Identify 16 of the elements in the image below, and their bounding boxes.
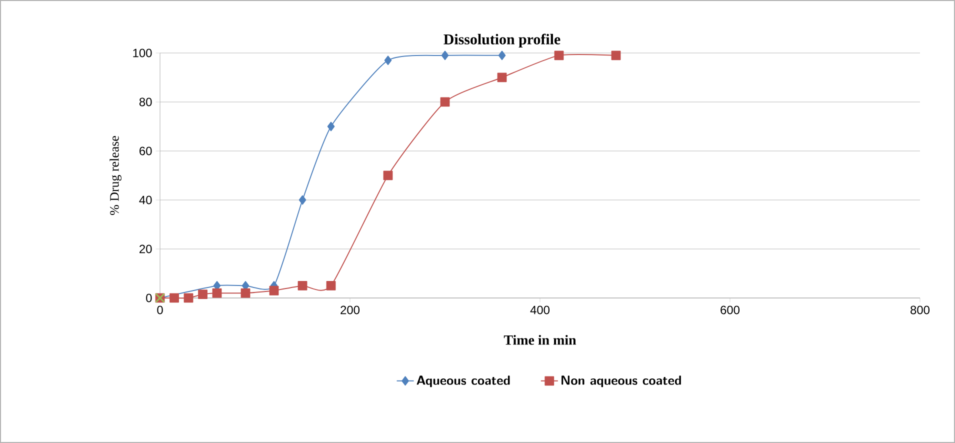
y-tick-label: 60 <box>140 146 152 156</box>
y-tick-label: 40 <box>139 196 152 204</box>
y-tick-label: 100 <box>133 48 152 58</box>
x-tick-label: 600 <box>720 306 740 314</box>
y-axis-title: % Drug release <box>110 136 122 215</box>
x-tick-label: 0 <box>157 306 163 314</box>
legend-label: Aqueous coated <box>416 376 510 388</box>
y-tick-label: 20 <box>140 244 152 254</box>
y-tick-label: 80 <box>139 98 152 106</box>
x-tick-label: 400 <box>530 306 550 314</box>
x-tick-label: 800 <box>910 306 930 314</box>
x-tick-label: 200 <box>340 306 360 314</box>
x-axis-title: Time in min <box>504 335 576 345</box>
y-tick-label: 0 <box>146 294 152 302</box>
chart-title: Dissolution profile <box>444 34 560 48</box>
legend-label: Non aqueous coated <box>562 376 681 388</box>
